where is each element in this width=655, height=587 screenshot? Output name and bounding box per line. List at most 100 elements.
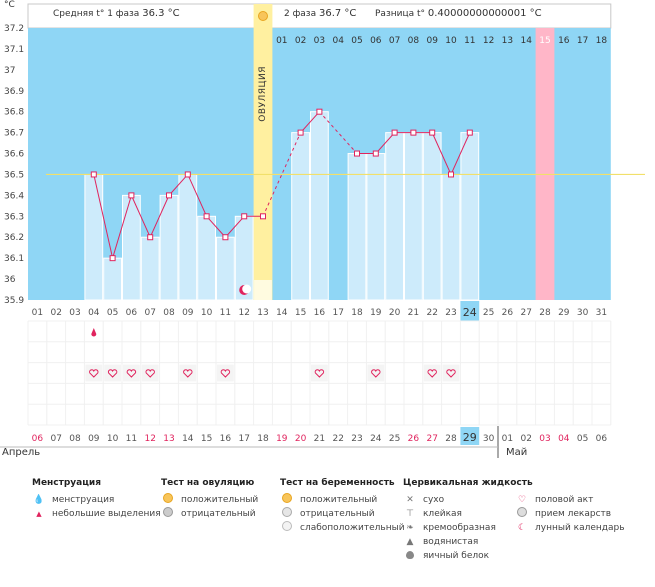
x-tick-label: 19	[370, 308, 382, 318]
highlight-day-cell	[460, 301, 480, 321]
date-label: 16	[220, 434, 232, 444]
date-label: 09	[88, 434, 100, 444]
moon-icon: ☾	[517, 523, 527, 533]
top-day-label: 18	[596, 36, 608, 46]
date-label: 26	[408, 434, 420, 444]
temperature-point	[203, 213, 210, 220]
unit-label: °C	[4, 0, 15, 10]
heart-icon	[446, 369, 456, 378]
heart-cell	[217, 364, 234, 382]
x-tick-label: 14	[276, 308, 288, 318]
heart-cell	[141, 364, 159, 382]
x-tick-label: 30	[577, 308, 589, 318]
dry-icon: ✕	[406, 495, 414, 505]
legend-item: 💧 менструация	[33, 495, 115, 505]
top-day-label: 10	[445, 36, 457, 46]
top-day-label: 06	[370, 36, 382, 46]
date-label: 02	[520, 434, 531, 444]
temperature-point	[147, 234, 154, 241]
temperature-point	[354, 150, 360, 157]
temperature-point	[410, 129, 417, 136]
x-tick-label: 16	[314, 308, 326, 318]
temperature-point	[297, 129, 304, 136]
date-label: 04	[558, 434, 570, 444]
heart-cell	[442, 364, 460, 382]
y-tick-label: 36.8	[4, 108, 24, 118]
date-label: 25	[389, 434, 400, 444]
legend-item: ⊤ клейкая	[403, 507, 533, 521]
date-label: 20	[295, 434, 307, 444]
date-label: 30	[483, 434, 495, 444]
temperature-point	[316, 108, 323, 115]
temperature-line-segment	[130, 195, 151, 238]
temperature-bar	[84, 173, 104, 301]
temperature-line-segment	[168, 174, 189, 196]
x-tick-label: 05	[107, 308, 118, 318]
legend-item: ▲ водянистая	[403, 535, 533, 549]
x-tick-label: 03	[69, 308, 80, 318]
temperature-bar	[441, 173, 461, 301]
top-day-label: 01	[276, 36, 287, 46]
y-tick-label: 36	[4, 275, 16, 285]
temperature-bar	[178, 173, 198, 301]
date-label: 08	[69, 434, 81, 444]
y-tick-label: 37	[4, 66, 15, 76]
legend: Менструация 💧 менструация ▲ небольшие выде…	[0, 478, 655, 587]
legend-other: ♡ половой акт прием лекарств ☾ лунный кале…	[515, 493, 625, 535]
top-day-label: 15	[539, 36, 550, 46]
x-tick-label: 06	[126, 308, 138, 318]
date-label: 05	[577, 434, 588, 444]
temperature-point	[429, 129, 436, 136]
diff-label: Разница t°	[375, 9, 425, 19]
date-label: 13	[163, 434, 174, 444]
temperature-bar	[291, 132, 311, 301]
temperature-line-segment	[375, 132, 395, 154]
top-day-label: 07	[389, 36, 400, 46]
x-tick-label: 09	[182, 308, 194, 318]
date-label: 27	[426, 434, 437, 444]
phase2-value: 36.7 °C	[318, 8, 357, 19]
temperature-bar	[216, 236, 235, 301]
x-tick-label: 25	[483, 308, 494, 318]
legend-menstruation-title: Менструация	[32, 478, 101, 488]
highlight-date-cell	[460, 427, 480, 445]
temperature-point	[128, 192, 135, 199]
temperature-bar	[103, 257, 122, 301]
top-day-label: 04	[332, 36, 344, 46]
x-tick-label: 10	[201, 308, 213, 318]
temperature-line-segment	[112, 195, 132, 259]
date-label: 15	[201, 434, 212, 444]
top-day-label: 09	[426, 36, 438, 46]
legend-ovulation-test: Тест на овуляцию положительный отрицател…	[161, 478, 258, 521]
sun-positive-icon	[161, 493, 175, 507]
temperature-line-segment	[431, 132, 452, 175]
top-day-label: 08	[408, 36, 420, 46]
moon-icon-cut	[242, 284, 252, 294]
legend-pregnancy-test-title: Тест на беременность	[280, 478, 395, 488]
x-tick-label: 02	[50, 308, 61, 318]
x-tick-label: 23	[445, 308, 456, 318]
date-label: 23	[351, 434, 362, 444]
heart-cell	[367, 364, 385, 382]
heart-cell	[423, 364, 441, 382]
date-label: 24	[370, 434, 382, 444]
date-label: 28	[445, 434, 457, 444]
temperature-line-segment	[93, 174, 114, 259]
y-tick-label: 36.3	[4, 212, 24, 222]
highlight-column-pink	[535, 28, 555, 300]
temperature-line-segment	[187, 174, 208, 217]
heart-cell	[85, 364, 103, 382]
menstruation-drop-icon	[91, 328, 97, 337]
y-tick-label: 37.2	[4, 24, 24, 34]
temperature-bar	[404, 132, 423, 301]
month-first: Апрель	[2, 447, 41, 458]
temperature-bar	[347, 153, 367, 301]
date-label: 29	[463, 431, 477, 444]
phase1-label: Средняя t° 1 фаза	[53, 9, 140, 19]
legend-item: ♡ половой акт	[515, 493, 625, 507]
x-tick-label: 13	[257, 308, 268, 318]
temperature-line-segment	[149, 195, 170, 238]
legend-pregnancy-test: Тест на беременность положительный отриц…	[280, 478, 405, 535]
heart-icon	[126, 369, 137, 378]
top-day-label: 02	[295, 36, 306, 46]
